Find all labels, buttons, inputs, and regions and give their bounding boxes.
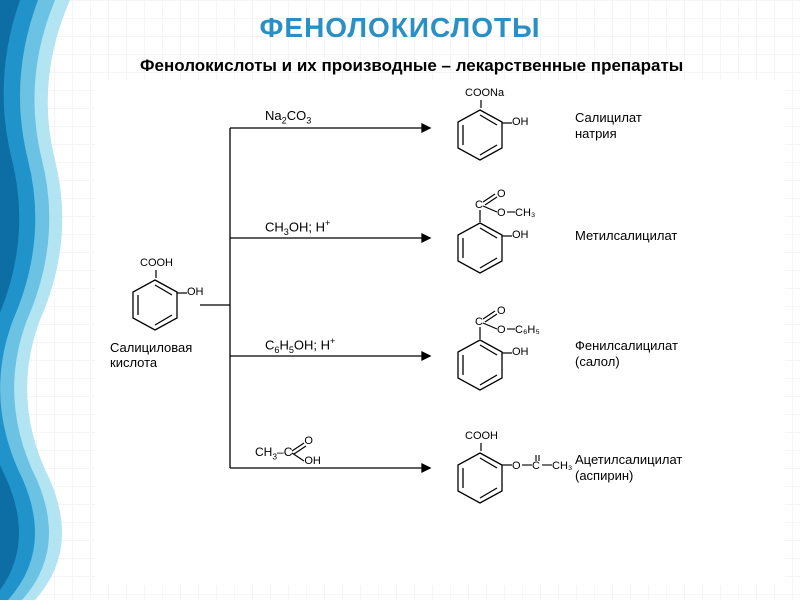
prod2-right: OH	[512, 347, 529, 358]
bond	[502, 120, 514, 126]
prod1-right: OH	[512, 230, 529, 241]
svg-text:O: O	[497, 305, 506, 317]
svg-text:C₆H₅: C₆H₅	[515, 324, 540, 336]
prod0-name: Салицилатнатрия	[575, 110, 642, 141]
bond	[478, 443, 484, 451]
benzene-prod-3	[450, 448, 510, 508]
benzene-prod-2	[450, 335, 510, 395]
bond	[478, 100, 484, 108]
bond	[502, 233, 514, 239]
svg-text:C: C	[532, 460, 540, 472]
svg-text:O: O	[497, 324, 506, 336]
start-name: Салициловаякислота	[110, 340, 192, 370]
reagent-0: Na2CO3	[265, 108, 311, 126]
prod0-right: OH	[512, 117, 529, 128]
svg-text:CH₃: CH₃	[552, 460, 572, 472]
page-title: ФЕНОЛОКИСЛОТЫ	[0, 12, 800, 44]
benzene-start	[125, 275, 185, 335]
content-area: COOH OH Салициловаякислота Na2CO3 CH3OH;…	[105, 90, 780, 580]
bond	[502, 350, 514, 356]
benzene-prod-0	[450, 105, 510, 165]
start-group-cooh: COOH	[140, 258, 173, 269]
prod3-top: COOH	[465, 431, 498, 442]
wave-decoration	[0, 0, 110, 600]
svg-text:O: O	[497, 188, 506, 200]
reagent-3: CH3–C O OH	[255, 445, 292, 461]
prod3-name: Ацетилсалицилат(аспирин)	[575, 452, 682, 483]
prod0-top: COONa	[465, 88, 504, 99]
page-subtitle: Фенолокислоты и их производные – лекарст…	[140, 56, 683, 76]
prod1-name: Метилсалицилат	[575, 228, 677, 244]
prod2-name: Фенилсалицилат(салол)	[575, 338, 678, 369]
prod1-ester-bonds: C O O CH₃	[475, 188, 545, 224]
svg-text:O: O	[497, 207, 506, 219]
svg-text:C: C	[475, 199, 483, 211]
svg-text:C: C	[475, 316, 483, 328]
svg-text:O: O	[512, 460, 521, 472]
bond	[153, 270, 159, 278]
bond	[177, 290, 189, 296]
reaction-arrows	[200, 98, 460, 498]
svg-text:CH₃: CH₃	[515, 207, 535, 219]
reagent-2: C6H5OH; H+	[265, 336, 335, 355]
slide-background: ФЕНОЛОКИСЛОТЫ Фенолокислоты и их произво…	[0, 0, 800, 600]
prod2-ester-bonds: C O O C₆H₅	[475, 305, 555, 341]
reagent-1: CH3OH; H+	[265, 218, 330, 237]
benzene-prod-1	[450, 218, 510, 278]
